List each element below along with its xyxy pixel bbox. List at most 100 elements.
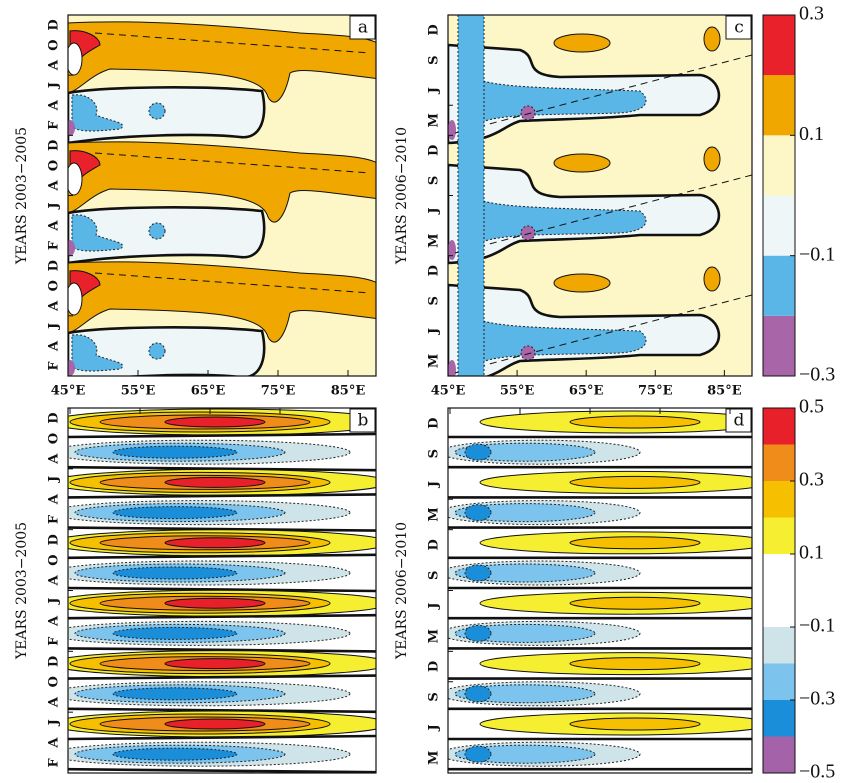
warm-core (164, 718, 266, 730)
y-tick-label: F (47, 361, 62, 371)
x-tick-label: 85°E (331, 384, 366, 399)
cold-core (464, 504, 492, 522)
y-tick-label: F (47, 240, 62, 250)
warm-band (569, 475, 701, 489)
cold-core (112, 747, 238, 761)
cold-region (71, 214, 123, 252)
cool-region (68, 86, 266, 145)
y-tick-label: A (47, 340, 62, 352)
y-tick-label: O (47, 160, 62, 171)
x-tick-label: 45°E (51, 384, 86, 399)
cold-region (71, 334, 123, 372)
warm-core (164, 537, 266, 549)
warm-tongue (68, 141, 376, 223)
cold-band (454, 744, 596, 764)
colorbar-frame (762, 407, 796, 774)
y-tick-label: F (47, 514, 62, 524)
y-tick-label: A (47, 180, 62, 192)
y-tick-label: A (47, 453, 62, 465)
cold-core (464, 624, 492, 642)
y-tick-label: A (47, 99, 62, 111)
x-tick-label: 75°E (638, 384, 673, 399)
colorbar-tick-label: 0.1 (799, 542, 824, 564)
min-spot (448, 360, 456, 376)
y-tick-label: D (47, 412, 62, 423)
zero-line (68, 432, 376, 439)
warm-island (553, 33, 611, 53)
trend-line (454, 294, 752, 374)
x-tick-label: 55°E (121, 384, 156, 399)
y-tick-label: J (427, 603, 442, 610)
x-tick-label: 55°E (500, 384, 535, 399)
y-axis-label: YEARS 2003−2005 (14, 522, 30, 660)
y-tick-label: D (47, 140, 62, 151)
y-tick-label: O (47, 554, 62, 565)
colorbar-tick-label: −0.1 (799, 615, 835, 637)
min-spot (520, 105, 536, 121)
colorbar-band (763, 408, 795, 445)
warm-band (569, 657, 701, 671)
cold-band (454, 563, 596, 583)
min-spot (68, 240, 75, 256)
y-tick-label: F (47, 120, 62, 130)
y-tick-label: M (427, 233, 442, 247)
y-tick-label: D (47, 260, 62, 271)
panel-field (68, 408, 376, 773)
cold-core (464, 443, 492, 461)
cold-channel (457, 15, 485, 376)
cool-region (68, 326, 266, 376)
y-tick-label: J (427, 328, 442, 335)
void (68, 162, 83, 196)
zero-line (68, 526, 376, 532)
zero-line (68, 767, 376, 773)
y-tick-label: D (427, 145, 442, 156)
y-tick-label: S (427, 692, 442, 701)
cold-core (112, 445, 238, 459)
cold-band (454, 623, 596, 643)
y-tick-label: S (427, 176, 442, 185)
panel-label-box (349, 15, 376, 40)
cool-region (68, 206, 266, 265)
cold-spot (148, 342, 166, 360)
warm-island (553, 153, 611, 173)
y-axis-label: YEARS 2006−2010 (394, 127, 410, 265)
y-tick-label: A (47, 737, 62, 749)
y-tick-label: D (427, 24, 442, 35)
cold-core (464, 685, 492, 703)
colorbar-band (763, 663, 795, 700)
y-tick-label: J (427, 207, 442, 214)
y-tick-label: J (427, 481, 442, 488)
warm-island (703, 266, 721, 292)
colorbar-tick-label: −0.5 (799, 761, 835, 783)
colorbar-band (763, 700, 795, 737)
y-axis-label: YEARS 2006−2010 (394, 522, 410, 660)
cold-region (469, 311, 647, 376)
cold-band (454, 684, 596, 704)
min-spot (520, 345, 536, 361)
zero-line (68, 553, 376, 560)
cold-region (469, 191, 647, 264)
colorbar-tick-label: 0.1 (799, 123, 824, 145)
cold-band (454, 503, 596, 523)
zero-line (68, 674, 376, 680)
x-tick-label: 85°E (707, 384, 742, 399)
min-spot (520, 225, 536, 241)
zero-line (68, 647, 376, 653)
panel-label: b (358, 411, 369, 431)
warm-band (569, 415, 701, 429)
y-tick-label: O (47, 676, 62, 687)
panel-field (68, 15, 376, 376)
y-tick-label: O (47, 39, 62, 50)
warm-island (703, 26, 721, 52)
min-spot (68, 120, 75, 136)
y-tick-label: A (47, 574, 62, 586)
zero-line (68, 586, 376, 593)
zero-line (68, 707, 376, 714)
void (68, 42, 83, 76)
colorbar-band (763, 195, 795, 256)
colorbar-band (763, 135, 795, 196)
y-tick-label: M (427, 113, 442, 127)
min-spot (68, 360, 75, 376)
warm-band (569, 536, 701, 550)
